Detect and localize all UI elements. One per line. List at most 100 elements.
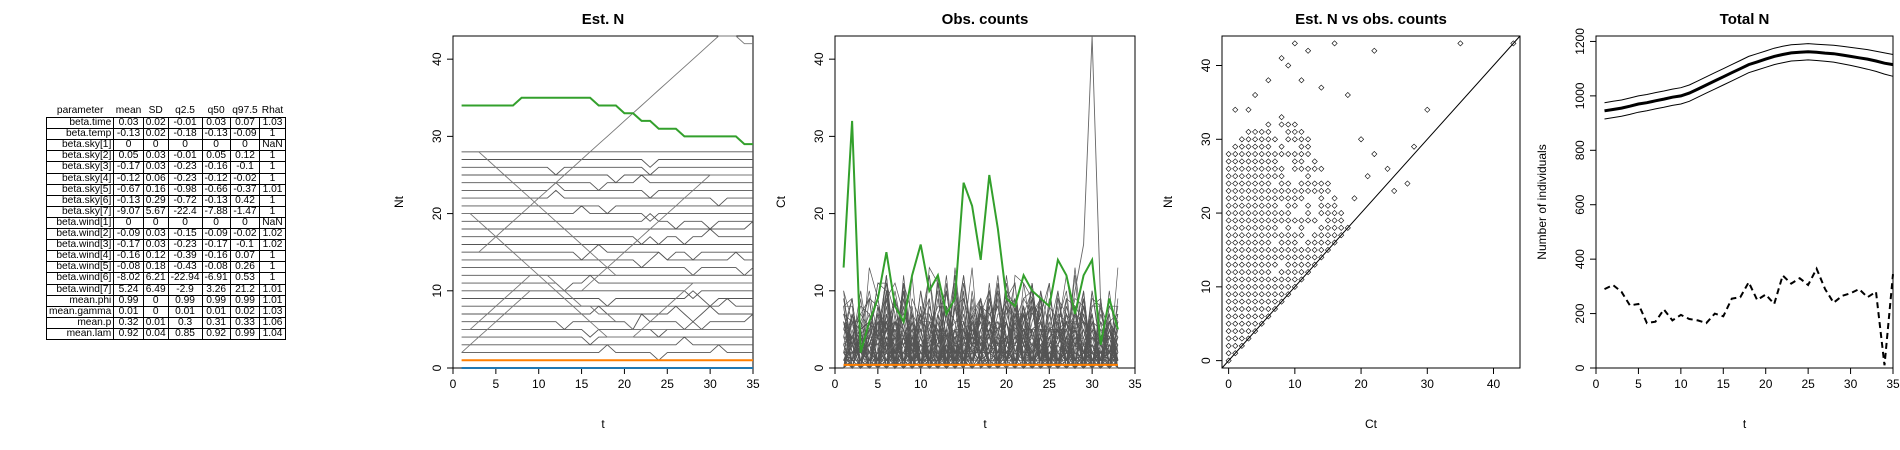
scatter-point: [1232, 305, 1239, 313]
scatter-point: [1232, 158, 1239, 165]
table-row: mean.p 0.32 0.01 0.3 0.31 0.33 1.06: [45, 316, 286, 329]
scatter-point: [1238, 173, 1245, 180]
scatter-point: [1271, 305, 1279, 313]
table-cell: 0.32: [113, 316, 144, 329]
scatter-point: [1318, 246, 1325, 253]
y-tick-label: 20: [430, 207, 444, 221]
scatter-point: [1225, 283, 1232, 290]
individual-trajectory: [461, 174, 753, 353]
scatter-point: [1278, 246, 1285, 253]
table-cell: -0.13: [201, 128, 231, 141]
scatter-point: [1245, 136, 1252, 143]
scatter-point: [1291, 195, 1298, 202]
scatter-point: [1371, 151, 1378, 158]
scatter-point: [1245, 173, 1252, 180]
table-cell: -0.98: [167, 183, 203, 196]
scatter-point: [1245, 165, 1252, 172]
scatter-point: [1265, 195, 1272, 202]
scatter-point: [1245, 328, 1252, 335]
scatter-point: [1291, 246, 1298, 253]
scatter-point: [1245, 269, 1252, 276]
plot-frame: [1221, 35, 1521, 369]
scatter-point: [1318, 84, 1325, 91]
scatter-point: [1311, 217, 1318, 224]
scatter-point: [1291, 128, 1298, 135]
table-row: beta.wind[6] -8.02 6.21 -22.94 -6.91 0.53 1: [45, 272, 286, 285]
table-cell: beta.sky[3]: [45, 161, 115, 174]
scatter-point: [1324, 246, 1331, 253]
table-cell: beta.temp: [45, 128, 115, 141]
table-cell: 1: [259, 205, 286, 218]
scatter-point: [1252, 173, 1259, 180]
scatter-point: [1245, 313, 1252, 320]
scatter-point: [1305, 269, 1312, 276]
scatter-point: [1238, 261, 1245, 268]
scatter-point: [1258, 187, 1265, 194]
y-tick-label: 0: [812, 364, 826, 371]
scatter-point: [1238, 232, 1245, 239]
scatter-point: [1344, 91, 1351, 99]
individual-trajectory: [461, 336, 753, 346]
y-tick-label: 400: [1573, 249, 1587, 269]
table-cell: mean.phi: [45, 294, 115, 307]
scatter-point: [1265, 180, 1272, 187]
table-cell: -0.23: [167, 161, 203, 174]
scatter-point: [1271, 202, 1279, 209]
table-cell: 1.01: [259, 294, 286, 307]
scatter-point: [1291, 136, 1298, 143]
scatter-point: [1252, 328, 1259, 335]
scatter-point: [1232, 224, 1239, 231]
table-cell: 1: [259, 194, 286, 207]
scatter-point: [1245, 291, 1252, 298]
scatter-point: [1232, 239, 1239, 246]
scatter-point: [1258, 239, 1265, 246]
x-tick-label: 30: [703, 377, 717, 391]
table-cell: 0: [142, 216, 169, 230]
scatter-point: [1238, 151, 1245, 158]
y-tick-label: 30: [430, 129, 444, 143]
individual-trajectory: [461, 228, 753, 246]
scatter-point: [1245, 239, 1252, 246]
table-header-cell: SD: [148, 105, 163, 116]
x-tick-label: 15: [957, 377, 971, 391]
scatter-point: [1318, 195, 1325, 202]
scatter-point: [1252, 261, 1259, 268]
scatter-point: [1265, 276, 1272, 283]
scatter-point: [1291, 151, 1298, 158]
scatter-point: [1271, 195, 1279, 202]
table-cell: -0.23: [167, 172, 203, 185]
scatter-point: [1305, 173, 1312, 180]
scatter-point: [1245, 298, 1252, 305]
table-row: mean.phi 0.99 0 0.99 0.99 0.99 1.01: [45, 294, 286, 307]
scatter-point: [1225, 305, 1232, 313]
scatter-point: [1258, 261, 1265, 268]
scatter-point: [1285, 291, 1292, 298]
scatter-point: [1265, 143, 1272, 150]
scatter-point: [1338, 217, 1345, 224]
scatter-points: [1225, 40, 1517, 364]
scatter-point: [1245, 210, 1252, 217]
table-cell: -0.08: [113, 261, 144, 274]
table-cell: NaN: [259, 139, 286, 152]
scatter-point: [1285, 128, 1292, 135]
scatter-point: [1245, 224, 1252, 231]
highlight-series: [842, 120, 1119, 353]
chart-title: Total N: [1720, 11, 1770, 28]
scatter-point: [1265, 210, 1272, 217]
scatter-point: [1225, 320, 1232, 327]
scatter-point: [1285, 239, 1292, 246]
scatter-point: [1298, 217, 1305, 224]
table-cell: 0: [142, 305, 169, 318]
scatter-point: [1225, 232, 1232, 239]
table-cell: 0: [229, 139, 261, 152]
individual-count-series: [843, 35, 1119, 354]
scatter-point: [1238, 254, 1245, 261]
scatter-point: [1252, 320, 1259, 327]
table-cell: -0.18: [167, 128, 203, 141]
scatter-point: [1258, 305, 1265, 313]
table-cell: 0.03: [142, 150, 169, 163]
scatter-point: [1252, 195, 1259, 202]
scatter-point: [1305, 180, 1312, 187]
scatter-point: [1271, 173, 1279, 180]
scatter-point: [1225, 173, 1232, 180]
